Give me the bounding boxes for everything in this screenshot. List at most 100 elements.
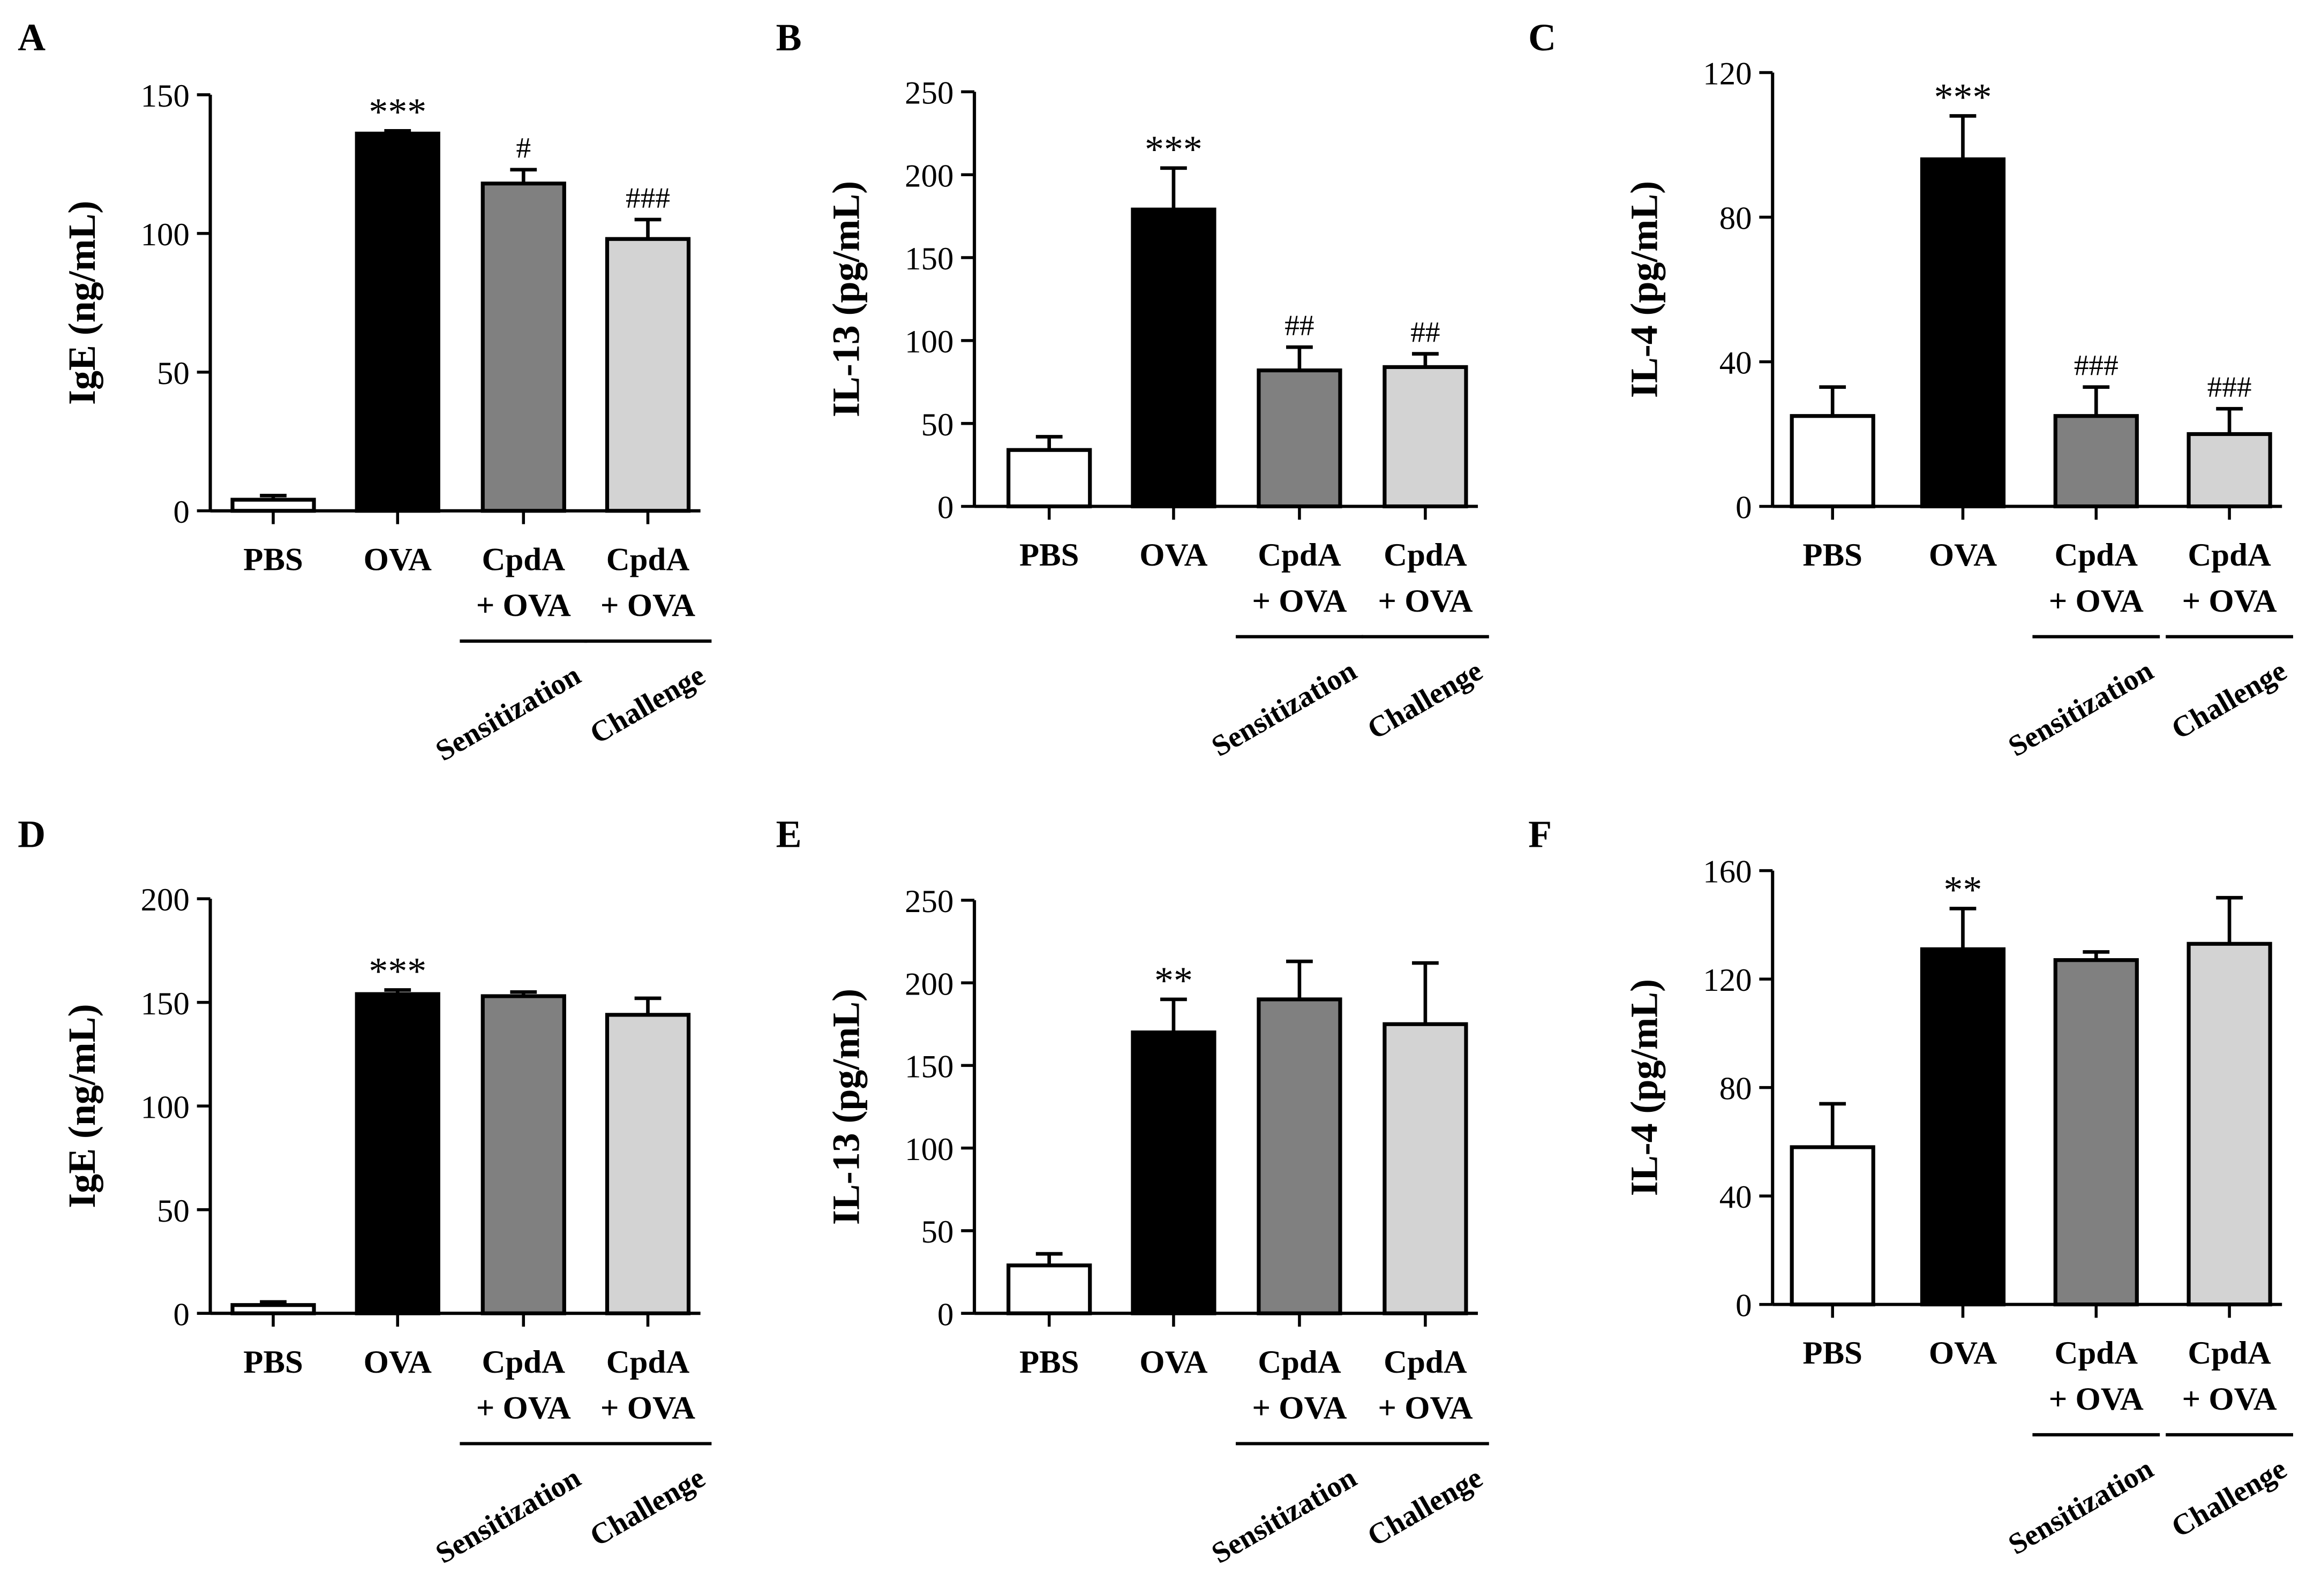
significance-label: ### — [2074, 349, 2118, 382]
y-axis-label: IgE (ng/mL) — [61, 201, 103, 405]
category-label: CpdA — [606, 541, 690, 577]
y-tick-label: 50 — [157, 1193, 190, 1229]
bar — [1006, 448, 1092, 509]
category-label: CpdA — [1258, 1344, 1341, 1380]
category-label: + OVA — [2049, 1381, 2144, 1417]
chart-panel-f: F 0 40 80 120 160 IL-4 (pg/mL) PBS ** OVA CpdA + OV… — [1528, 812, 2293, 1561]
category-label: PBS — [243, 1344, 303, 1380]
y-tick-label: 0 — [1735, 1288, 1752, 1324]
category-label: CpdA — [482, 541, 566, 577]
panel-letter: F — [1528, 812, 1552, 855]
y-tick-label: 150 — [905, 241, 953, 277]
bar — [230, 498, 316, 513]
y-tick-label: 0 — [173, 494, 189, 530]
bar — [2187, 432, 2272, 509]
bar — [355, 992, 440, 1315]
y-tick-label: 50 — [157, 356, 190, 392]
chart-panel-e: E 0 50 100 150 200 250 IL-13 (pg/mL) PBS ** OVA Cpd… — [776, 812, 1489, 1570]
category-label: PBS — [1802, 537, 1862, 573]
significance-label: ## — [1284, 309, 1314, 342]
panel-letter: A — [18, 16, 46, 59]
category-label: + OVA — [1378, 1390, 1472, 1426]
y-tick-label: 40 — [1719, 345, 1752, 381]
y-tick-label: 100 — [905, 1132, 953, 1168]
category-label: CpdA — [1384, 1344, 1467, 1380]
significance-label: ** — [1154, 959, 1193, 1002]
category-label: + OVA — [2182, 583, 2277, 619]
y-tick-label: 50 — [921, 1214, 954, 1250]
significance-label: *** — [1934, 76, 1992, 118]
group-label-challenge: Challenge — [1362, 654, 1487, 746]
category-label: OVA — [1929, 537, 1997, 573]
bar — [1383, 1022, 1468, 1315]
y-axis-label: IL-13 (pg/mL) — [824, 181, 867, 417]
panel-letter: D — [18, 812, 46, 855]
y-tick-label: 200 — [141, 882, 190, 918]
category-label: + OVA — [1252, 583, 1347, 619]
chart-panel-b: B 0 50 100 150 200 250 IL-13 (pg/mL) PBS *** OVA ##… — [776, 16, 1489, 763]
y-tick-label: 0 — [1735, 490, 1752, 526]
significance-label: ### — [2207, 371, 2252, 403]
chart-panel-d: D 0 50 100 150 200 IgE (ng/mL) PBS *** OVA CpdA + O… — [18, 812, 712, 1570]
category-label: PBS — [1019, 537, 1079, 573]
panel-letter: E — [776, 812, 802, 855]
category-label: PBS — [1802, 1335, 1862, 1371]
category-label: CpdA — [482, 1344, 566, 1380]
category-label: OVA — [1929, 1335, 1997, 1371]
bar — [1131, 1030, 1216, 1315]
category-label: + OVA — [600, 588, 695, 623]
y-tick-label: 100 — [905, 324, 953, 360]
y-tick-label: 100 — [141, 217, 190, 253]
y-tick-label: 160 — [1703, 854, 1752, 890]
chart-panel-c: C 0 40 80 120 IL-4 (pg/mL) PBS *** OVA ### CpdA + O… — [1528, 16, 2293, 763]
category-label: + OVA — [2049, 583, 2144, 619]
significance-label: # — [516, 132, 531, 164]
y-tick-label: 80 — [1719, 1071, 1752, 1107]
bar — [480, 182, 566, 513]
y-tick-label: 120 — [1703, 56, 1752, 92]
group-label-sensitization: Sensitization — [430, 1461, 586, 1570]
bar — [2187, 942, 2272, 1307]
significance-label: *** — [369, 950, 426, 992]
category-label: + OVA — [2182, 1381, 2277, 1417]
significance-label: ## — [1410, 316, 1440, 349]
group-label-sensitization: Sensitization — [430, 658, 586, 767]
category-label: CpdA — [2055, 1335, 2138, 1371]
y-tick-label: 100 — [141, 1089, 190, 1125]
category-label: CpdA — [2188, 537, 2271, 573]
group-label-sensitization: Sensitization — [1206, 654, 1362, 763]
y-axis-label: IL-4 (pg/mL) — [1623, 181, 1666, 398]
y-tick-label: 150 — [141, 78, 190, 114]
chart-panel-a: A 0 50 100 150 IgE (ng/mL) PBS *** OVA # CpdA + OVA… — [18, 16, 712, 767]
category-label: + OVA — [476, 588, 571, 623]
y-tick-label: 200 — [905, 158, 953, 194]
group-label-challenge: Challenge — [2166, 1452, 2292, 1544]
category-label: + OVA — [476, 1390, 571, 1426]
y-tick-label: 150 — [141, 986, 190, 1022]
significance-label: *** — [1145, 128, 1203, 171]
y-tick-label: 200 — [905, 966, 953, 1002]
category-label: OVA — [1139, 537, 1207, 573]
category-label: PBS — [243, 541, 303, 577]
group-label-challenge: Challenge — [584, 1461, 710, 1553]
y-axis-label: IL-13 (pg/mL) — [824, 989, 867, 1225]
y-axis-label: IgE (ng/mL) — [61, 1004, 103, 1208]
group-label-sensitization: Sensitization — [2003, 1452, 2159, 1561]
bar — [1920, 157, 2006, 509]
group-label-challenge: Challenge — [1362, 1461, 1487, 1553]
bar — [480, 994, 566, 1315]
category-label: PBS — [1019, 1344, 1079, 1380]
bar — [1257, 368, 1342, 509]
y-tick-label: 0 — [937, 490, 953, 526]
category-label: + OVA — [600, 1390, 695, 1426]
bar — [1131, 207, 1216, 509]
bar — [2053, 958, 2139, 1307]
group-label-challenge: Challenge — [2166, 654, 2292, 746]
y-tick-label: 250 — [905, 884, 953, 920]
group-label-sensitization: Sensitization — [1206, 1461, 1362, 1570]
category-label: OVA — [364, 541, 432, 577]
category-label: CpdA — [2188, 1335, 2271, 1371]
y-tick-label: 120 — [1703, 962, 1752, 998]
y-axis-label: IL-4 (pg/mL) — [1623, 979, 1666, 1196]
